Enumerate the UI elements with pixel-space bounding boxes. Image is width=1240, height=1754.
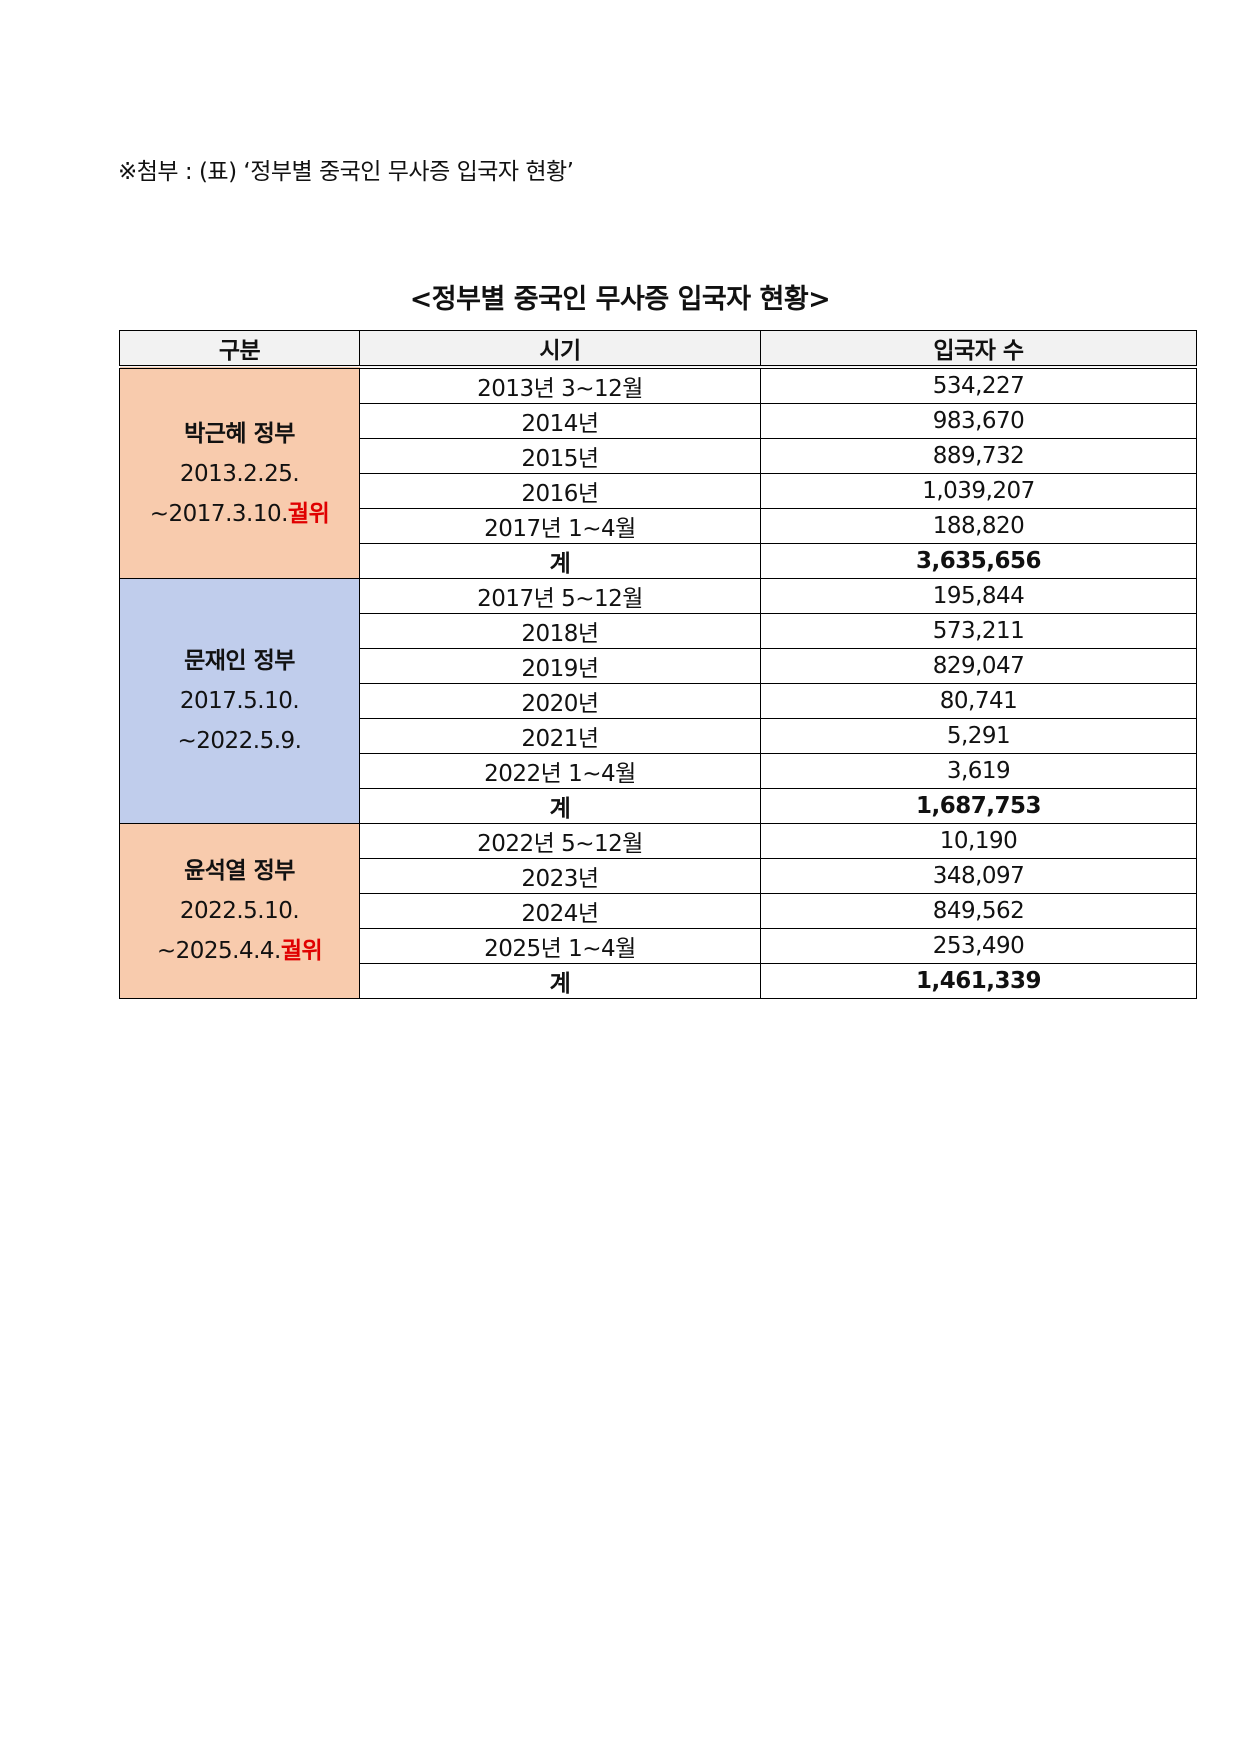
- period-cell: 2020년: [359, 683, 761, 719]
- period-cell: 2013년 3~12월: [359, 366, 761, 404]
- term-start: 2017.5.10.: [179, 688, 300, 714]
- entrants-cell: 829,047: [760, 648, 1197, 684]
- period-cell: 2016년: [359, 473, 761, 509]
- table-row: 2018년 573,211: [120, 613, 1197, 649]
- term-start: 2013.2.25.: [179, 460, 300, 487]
- total-label: 계: [359, 788, 761, 824]
- header-period: 시기: [359, 330, 761, 369]
- total-row: 계 3,635,656: [120, 543, 1197, 579]
- government-cell: 윤석열 정부 2022.5.10. ~2025.4.4.궐위: [119, 823, 360, 999]
- entrants-cell: 10,190: [760, 823, 1197, 859]
- attachment-line: ※첨부 : (표) ‘정부별 중국인 무사증 입국자 현황’: [118, 159, 574, 185]
- period-cell: 2025년 1~4월: [359, 928, 761, 964]
- table-row: 2014년 983,670: [120, 403, 1197, 439]
- total-value: 1,461,339: [760, 963, 1197, 999]
- term-end-line: ~2025.4.4.궐위: [120, 931, 359, 971]
- entrants-cell: 3,619: [760, 753, 1197, 789]
- period-cell: 2014년: [359, 403, 761, 439]
- total-row: 계 1,461,339: [120, 963, 1197, 999]
- total-label: 계: [359, 963, 761, 999]
- entrants-cell: 195,844: [760, 578, 1197, 614]
- period-cell: 2019년: [359, 648, 761, 684]
- entrants-cell: 573,211: [760, 613, 1197, 649]
- period-cell: 2022년 1~4월: [359, 753, 761, 789]
- table-title: <정부별 중국인 무사증 입국자 현황>: [409, 284, 831, 315]
- entrants-cell: 253,490: [760, 928, 1197, 964]
- entrants-cell: 80,741: [760, 683, 1197, 719]
- total-value: 3,635,656: [760, 543, 1197, 579]
- entrants-cell: 889,732: [760, 438, 1197, 474]
- table-row: 박근혜 정부 2013.2.25. ~2017.3.10.궐위 2013년 3~…: [119, 366, 1197, 579]
- entrants-cell: 188,820: [760, 508, 1197, 544]
- period-cell: 2021년: [359, 718, 761, 754]
- period-cell: 2017년 1~4월: [359, 508, 761, 544]
- table-row: 2025년 1~4월 253,490: [120, 928, 1197, 964]
- government-cell: 박근혜 정부 2013.2.25. ~2017.3.10.궐위: [119, 366, 360, 579]
- header-row: 구분 시기 입국자 수: [119, 330, 1197, 369]
- total-row: 계 1,687,753: [120, 788, 1197, 824]
- period-cell: 2024년: [359, 893, 761, 929]
- period-cell: 2023년: [359, 858, 761, 894]
- visa-free-entry-table: 구분 시기 입국자 수 박근혜 정부 2013.2.25. ~2017.3.10…: [119, 330, 1197, 999]
- government-name: 윤석열 정부: [184, 858, 295, 884]
- impeachment-note: 궐위: [280, 938, 323, 964]
- entrants-cell: 849,562: [760, 893, 1197, 929]
- term-end: ~2017.3.10.: [149, 500, 289, 527]
- government-name: 문재인 정부: [184, 648, 295, 674]
- government-cell: 문재인 정부 2017.5.10. ~2022.5.9.: [119, 578, 360, 824]
- term-end: ~2022.5.9.: [177, 728, 302, 754]
- term-end-line: ~2017.3.10.궐위: [120, 494, 359, 534]
- header-category: 구분: [119, 330, 360, 369]
- entrants-cell: 534,227: [760, 366, 1197, 404]
- term-end: ~2025.4.4.: [156, 938, 282, 964]
- term-start: 2022.5.10.: [179, 898, 300, 924]
- table-row: 2023년 348,097: [120, 858, 1197, 894]
- term-end-line: ~2022.5.9.: [120, 721, 359, 761]
- total-label: 계: [359, 543, 761, 579]
- period-cell: 2022년 5~12월: [359, 823, 761, 859]
- period-cell: 2015년: [359, 438, 761, 474]
- entrants-cell: 983,670: [760, 403, 1197, 439]
- table-row: 문재인 정부 2017.5.10. ~2022.5.9. 2017년 5~12월…: [119, 578, 1197, 824]
- government-name: 박근혜 정부: [184, 420, 295, 447]
- period-cell: 2017년 5~12월: [359, 578, 761, 614]
- table-row: 윤석열 정부 2022.5.10. ~2025.4.4.궐위 2022년 5~1…: [119, 823, 1197, 999]
- period-cell: 2018년: [359, 613, 761, 649]
- table-row: 2021년 5,291: [120, 718, 1197, 754]
- header-entrants: 입국자 수: [760, 330, 1197, 369]
- total-value: 1,687,753: [760, 788, 1197, 824]
- entrants-cell: 1,039,207: [760, 473, 1197, 509]
- impeachment-note: 궐위: [287, 500, 330, 527]
- entrants-cell: 348,097: [760, 858, 1197, 894]
- entrants-cell: 5,291: [760, 718, 1197, 754]
